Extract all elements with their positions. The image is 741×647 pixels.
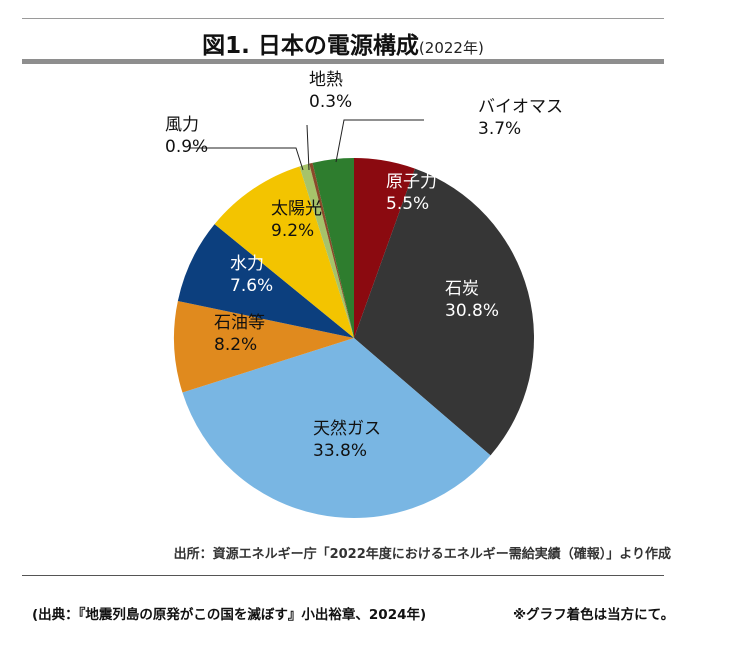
slice-8-value-label: 0.3% xyxy=(309,92,352,112)
slice-4-wedge xyxy=(174,300,354,393)
title-underline xyxy=(22,59,664,64)
bottom-rule xyxy=(22,575,664,576)
slice-2-wedge xyxy=(354,168,535,456)
slice-9-wedge xyxy=(312,157,354,338)
slice-7-value-label: 0.9% xyxy=(165,137,208,157)
slice-1-value-label: 5.5% xyxy=(386,194,429,214)
slice-2-label: 石炭 xyxy=(445,279,479,299)
slice-7-wedge xyxy=(299,163,354,338)
chart-title-year: (2022年) xyxy=(418,39,484,57)
pie-slices xyxy=(174,157,535,519)
slice-6-value-label: 9.2% xyxy=(271,221,314,241)
slice-2-value-label: 30.8% xyxy=(445,301,499,321)
chart-title-main: 図1. 日本の電源構成 xyxy=(202,33,419,59)
slice-9-label: バイオマス xyxy=(478,97,563,117)
slice-9-value-label: 3.7% xyxy=(478,119,521,139)
slice-5-wedge xyxy=(177,224,354,338)
slice-7-leader-line xyxy=(190,147,304,171)
slice-3-label: 天然ガス xyxy=(313,419,381,439)
top-rule xyxy=(22,18,664,19)
slice-8-label: 地熱 xyxy=(309,70,343,90)
slice-8-wedge xyxy=(309,162,354,338)
slice-3-wedge xyxy=(182,338,491,519)
slice-4-value-label: 8.2% xyxy=(214,335,257,355)
slice-4-label: 石油等 xyxy=(214,313,265,333)
leader-lines xyxy=(190,119,424,171)
citation: (出典：『地震列島の原発がこの国を滅ぼす』小出裕章、2024年) xyxy=(32,607,427,623)
slice-5-label: 水力 xyxy=(230,254,264,274)
slice-6-wedge xyxy=(214,166,354,338)
slice-7-label: 風力 xyxy=(165,115,199,135)
chart-title: 図1. 日本の電源構成(2022年) xyxy=(0,26,686,60)
slice-8-leader-line xyxy=(306,124,310,171)
slice-1-label: 原子力 xyxy=(386,172,437,192)
slice-3-value-label: 33.8% xyxy=(313,441,367,461)
slice-5-value-label: 7.6% xyxy=(230,276,273,296)
source-note: 出所：資源エネルギー庁「2022年度におけるエネルギー需給実績（確報）」より作成 xyxy=(173,547,671,562)
slice-1-wedge xyxy=(354,158,415,338)
coloring-note: ※グラフ着色は当方にて。 xyxy=(513,607,675,623)
slice-6-label: 太陽光 xyxy=(271,199,322,219)
slice-9-leader-line xyxy=(335,119,424,163)
